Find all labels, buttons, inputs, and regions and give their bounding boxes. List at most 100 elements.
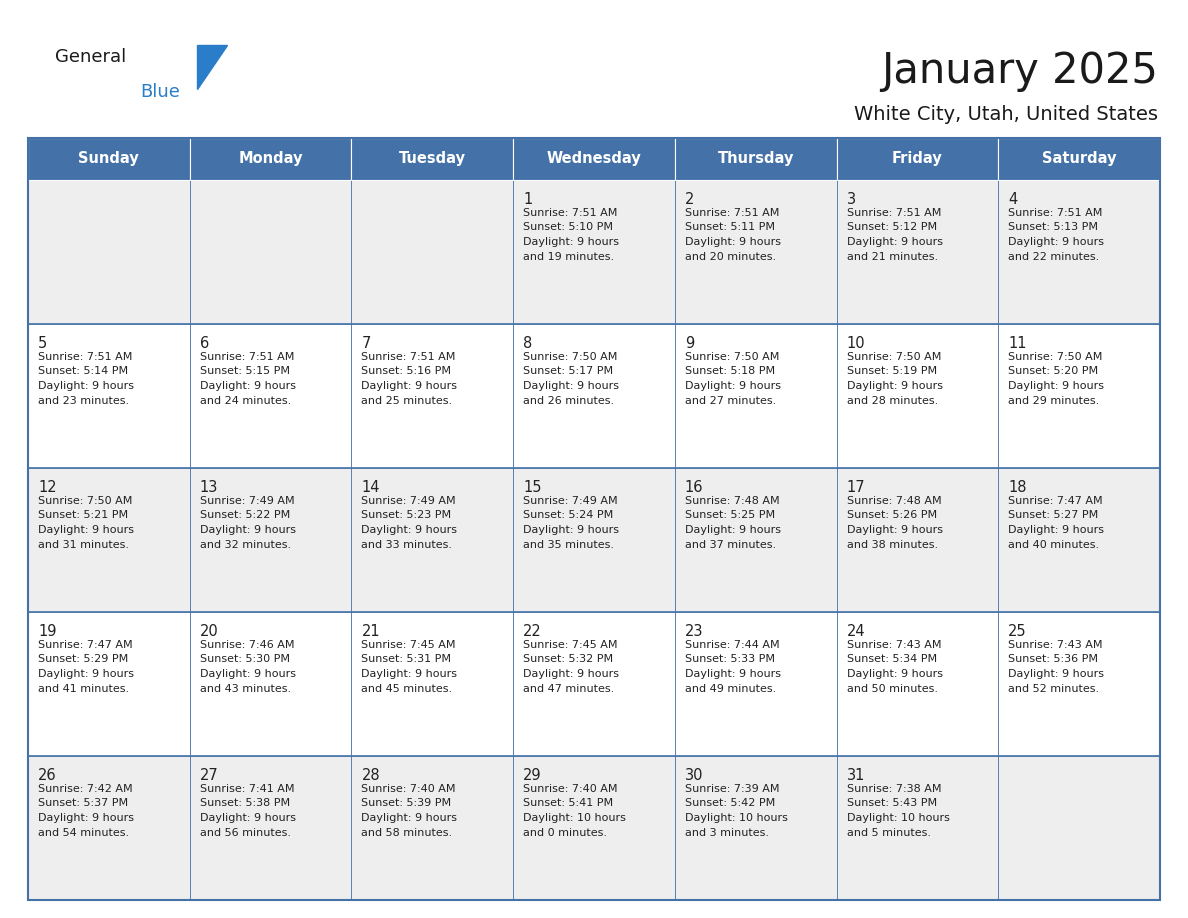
Text: Daylight: 9 hours: Daylight: 9 hours bbox=[847, 525, 942, 535]
Text: 16: 16 bbox=[684, 480, 703, 495]
Text: 14: 14 bbox=[361, 480, 380, 495]
Text: and 21 minutes.: and 21 minutes. bbox=[847, 252, 937, 262]
Text: January 2025: January 2025 bbox=[881, 50, 1158, 92]
Text: Sunset: 5:38 PM: Sunset: 5:38 PM bbox=[200, 799, 290, 809]
Text: 6: 6 bbox=[200, 336, 209, 351]
Text: and 32 minutes.: and 32 minutes. bbox=[200, 540, 291, 550]
Text: Daylight: 9 hours: Daylight: 9 hours bbox=[200, 381, 296, 391]
Bar bbox=[190, 180, 352, 324]
Bar bbox=[29, 138, 190, 180]
Text: Sunrise: 7:51 AM: Sunrise: 7:51 AM bbox=[523, 207, 618, 218]
Text: Sunrise: 7:50 AM: Sunrise: 7:50 AM bbox=[684, 352, 779, 362]
Bar bbox=[29, 138, 1159, 900]
Text: Sunset: 5:31 PM: Sunset: 5:31 PM bbox=[361, 655, 451, 665]
Text: 9: 9 bbox=[684, 336, 694, 351]
Text: Sunrise: 7:51 AM: Sunrise: 7:51 AM bbox=[361, 352, 456, 362]
Text: and 37 minutes.: and 37 minutes. bbox=[684, 540, 776, 550]
Text: Daylight: 9 hours: Daylight: 9 hours bbox=[1009, 381, 1105, 391]
Text: Sunset: 5:20 PM: Sunset: 5:20 PM bbox=[1009, 366, 1099, 376]
Text: Sunset: 5:22 PM: Sunset: 5:22 PM bbox=[200, 510, 290, 521]
Text: Sunrise: 7:46 AM: Sunrise: 7:46 AM bbox=[200, 640, 295, 650]
Text: Sunset: 5:15 PM: Sunset: 5:15 PM bbox=[200, 366, 290, 376]
Text: and 41 minutes.: and 41 minutes. bbox=[38, 684, 129, 694]
Text: Sunrise: 7:47 AM: Sunrise: 7:47 AM bbox=[38, 640, 133, 650]
Text: Daylight: 9 hours: Daylight: 9 hours bbox=[523, 525, 619, 535]
Bar bbox=[836, 180, 998, 324]
Bar bbox=[352, 612, 513, 756]
Bar bbox=[675, 180, 836, 324]
Text: Sunrise: 7:51 AM: Sunrise: 7:51 AM bbox=[38, 352, 132, 362]
Text: and 20 minutes.: and 20 minutes. bbox=[684, 252, 776, 262]
Text: 31: 31 bbox=[847, 768, 865, 783]
Text: 25: 25 bbox=[1009, 624, 1026, 639]
Text: Sunset: 5:43 PM: Sunset: 5:43 PM bbox=[847, 799, 936, 809]
Text: Sunset: 5:33 PM: Sunset: 5:33 PM bbox=[684, 655, 775, 665]
Text: 24: 24 bbox=[847, 624, 865, 639]
Text: and 25 minutes.: and 25 minutes. bbox=[361, 396, 453, 406]
Text: Sunrise: 7:45 AM: Sunrise: 7:45 AM bbox=[361, 640, 456, 650]
Text: Monday: Monday bbox=[239, 151, 303, 166]
Text: and 23 minutes.: and 23 minutes. bbox=[38, 396, 129, 406]
Text: Sunset: 5:25 PM: Sunset: 5:25 PM bbox=[684, 510, 775, 521]
Text: Daylight: 10 hours: Daylight: 10 hours bbox=[684, 813, 788, 823]
Bar bbox=[513, 324, 675, 468]
Text: Sunset: 5:32 PM: Sunset: 5:32 PM bbox=[523, 655, 613, 665]
Bar bbox=[190, 468, 352, 612]
Text: Sunset: 5:27 PM: Sunset: 5:27 PM bbox=[1009, 510, 1099, 521]
Text: 30: 30 bbox=[684, 768, 703, 783]
Text: 18: 18 bbox=[1009, 480, 1026, 495]
Text: Daylight: 9 hours: Daylight: 9 hours bbox=[38, 813, 134, 823]
Bar bbox=[190, 612, 352, 756]
Text: Daylight: 9 hours: Daylight: 9 hours bbox=[200, 813, 296, 823]
Text: Sunset: 5:16 PM: Sunset: 5:16 PM bbox=[361, 366, 451, 376]
Bar bbox=[675, 324, 836, 468]
Bar bbox=[513, 468, 675, 612]
Text: General: General bbox=[55, 48, 126, 66]
Text: Sunset: 5:13 PM: Sunset: 5:13 PM bbox=[1009, 222, 1098, 232]
Bar bbox=[29, 756, 190, 900]
Text: Sunday: Sunday bbox=[78, 151, 139, 166]
Text: Sunrise: 7:51 AM: Sunrise: 7:51 AM bbox=[200, 352, 295, 362]
Text: Tuesday: Tuesday bbox=[399, 151, 466, 166]
Text: Daylight: 9 hours: Daylight: 9 hours bbox=[523, 381, 619, 391]
Text: 1: 1 bbox=[523, 192, 532, 207]
Text: Sunrise: 7:40 AM: Sunrise: 7:40 AM bbox=[523, 784, 618, 793]
Text: Daylight: 9 hours: Daylight: 9 hours bbox=[200, 669, 296, 679]
Text: Daylight: 9 hours: Daylight: 9 hours bbox=[523, 669, 619, 679]
Text: Daylight: 9 hours: Daylight: 9 hours bbox=[361, 381, 457, 391]
Text: and 31 minutes.: and 31 minutes. bbox=[38, 540, 129, 550]
Text: and 56 minutes.: and 56 minutes. bbox=[200, 828, 291, 838]
Text: Sunset: 5:39 PM: Sunset: 5:39 PM bbox=[361, 799, 451, 809]
Text: 15: 15 bbox=[523, 480, 542, 495]
Text: Sunset: 5:14 PM: Sunset: 5:14 PM bbox=[38, 366, 128, 376]
Text: Sunset: 5:11 PM: Sunset: 5:11 PM bbox=[684, 222, 775, 232]
Bar bbox=[675, 468, 836, 612]
Text: 26: 26 bbox=[38, 768, 57, 783]
Text: and 29 minutes.: and 29 minutes. bbox=[1009, 396, 1100, 406]
Text: and 22 minutes.: and 22 minutes. bbox=[1009, 252, 1100, 262]
Text: Daylight: 9 hours: Daylight: 9 hours bbox=[38, 381, 134, 391]
Bar bbox=[352, 756, 513, 900]
Text: 2: 2 bbox=[684, 192, 694, 207]
Text: 22: 22 bbox=[523, 624, 542, 639]
Bar bbox=[998, 612, 1159, 756]
Text: and 45 minutes.: and 45 minutes. bbox=[361, 684, 453, 694]
Text: 7: 7 bbox=[361, 336, 371, 351]
Bar bbox=[190, 756, 352, 900]
Bar bbox=[998, 468, 1159, 612]
Text: 13: 13 bbox=[200, 480, 219, 495]
Text: Friday: Friday bbox=[892, 151, 943, 166]
Text: Wednesday: Wednesday bbox=[546, 151, 642, 166]
Text: Sunrise: 7:51 AM: Sunrise: 7:51 AM bbox=[1009, 207, 1102, 218]
Text: Sunrise: 7:51 AM: Sunrise: 7:51 AM bbox=[684, 207, 779, 218]
Text: and 38 minutes.: and 38 minutes. bbox=[847, 540, 937, 550]
Text: and 52 minutes.: and 52 minutes. bbox=[1009, 684, 1099, 694]
Text: Daylight: 9 hours: Daylight: 9 hours bbox=[1009, 237, 1105, 247]
Text: 21: 21 bbox=[361, 624, 380, 639]
Text: Daylight: 9 hours: Daylight: 9 hours bbox=[847, 237, 942, 247]
Bar bbox=[29, 180, 190, 324]
Text: Sunrise: 7:42 AM: Sunrise: 7:42 AM bbox=[38, 784, 133, 793]
Text: Sunset: 5:30 PM: Sunset: 5:30 PM bbox=[200, 655, 290, 665]
Text: 19: 19 bbox=[38, 624, 57, 639]
Text: Sunrise: 7:48 AM: Sunrise: 7:48 AM bbox=[847, 496, 941, 506]
